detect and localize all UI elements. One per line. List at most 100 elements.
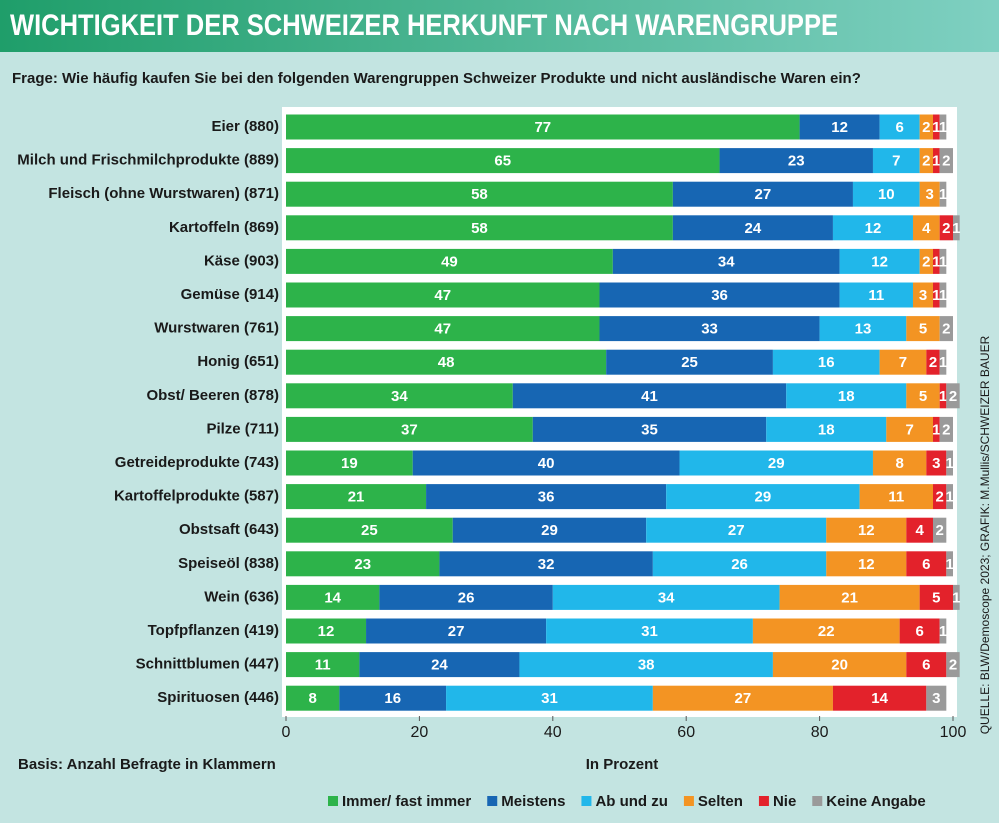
bar-segment [872, 148, 920, 174]
value-label: 5 [919, 388, 927, 405]
bar-segment [939, 215, 953, 241]
value-label: 13 [855, 321, 872, 338]
value-label: 47 [434, 321, 451, 338]
category-label: Getreideprodukte (743) [115, 454, 279, 471]
value-label: 10 [878, 186, 895, 203]
value-label: 12 [858, 556, 875, 573]
bar-segment [839, 248, 920, 274]
bar-segment [899, 618, 940, 644]
x-tick-label: 80 [811, 724, 829, 741]
bar-segment [519, 652, 773, 678]
bar-segment [953, 584, 960, 610]
bar-segment [612, 248, 840, 274]
legend-swatch [328, 796, 338, 806]
value-label: 27 [728, 522, 745, 539]
bar-segment [439, 551, 653, 577]
value-label: 26 [731, 556, 748, 573]
value-label: 34 [658, 589, 675, 606]
value-label: 27 [448, 623, 465, 640]
bar-segment [939, 316, 953, 342]
bar-segment [919, 114, 933, 140]
value-label: 3 [925, 186, 933, 203]
value-label: 16 [818, 354, 835, 371]
value-label: 2 [935, 522, 943, 539]
value-label: 25 [681, 354, 698, 371]
value-label: 31 [541, 690, 558, 707]
bar-segment [599, 316, 820, 342]
bar-segment [286, 114, 800, 140]
bar-segment [886, 416, 933, 442]
value-label: 2 [935, 489, 943, 506]
bar-segment [799, 114, 880, 140]
value-label: 12 [865, 220, 882, 237]
value-label: 2 [942, 321, 950, 338]
bar-segment [826, 551, 907, 577]
value-label: 77 [534, 119, 551, 136]
value-label: 6 [895, 119, 903, 136]
category-label: Eier (880) [211, 118, 279, 135]
legend-label: Immer/ fast immer [342, 793, 471, 810]
value-label: 1 [932, 253, 940, 270]
value-label: 65 [494, 153, 511, 170]
value-label: 36 [538, 489, 555, 506]
value-label: 1 [939, 186, 947, 203]
bar-segment [286, 484, 427, 510]
bar-segment [932, 148, 940, 174]
category-label: Käse (903) [204, 252, 279, 269]
bar-segment [832, 215, 913, 241]
bar-segment [946, 551, 953, 577]
bar-segment [719, 148, 873, 174]
value-label: 7 [899, 354, 907, 371]
value-label: 31 [641, 623, 658, 640]
bar-segment [932, 484, 947, 510]
value-label: 2 [942, 421, 950, 438]
bar-segment [946, 383, 960, 409]
value-label: 47 [434, 287, 451, 304]
bar-segment [652, 551, 827, 577]
bar-segment [286, 450, 413, 476]
value-label: 1 [939, 253, 947, 270]
bar-segment [512, 383, 787, 409]
category-label: Spirituosen (446) [157, 689, 279, 706]
bar-segment [286, 248, 613, 274]
bar-segment [786, 383, 907, 409]
bar-segment [939, 618, 947, 644]
legend-label: Ab und zu [595, 793, 667, 810]
value-label: 1 [939, 287, 947, 304]
value-label: 8 [309, 690, 317, 707]
bar-segment [286, 215, 673, 241]
bar-segment [939, 181, 947, 207]
bar-segment [652, 685, 833, 711]
bar-segment [772, 349, 880, 375]
bar-segment [286, 685, 340, 711]
value-label: 2 [922, 253, 930, 270]
category-label: Pilze (711) [206, 420, 279, 437]
value-label: 1 [932, 287, 940, 304]
value-label: 49 [441, 253, 458, 270]
bar-segment [286, 349, 607, 375]
bar-segment [286, 383, 513, 409]
value-label: 12 [858, 522, 875, 539]
bar-segment [932, 248, 940, 274]
bar-segment [879, 349, 927, 375]
bar-segment [939, 349, 947, 375]
bar-segment [552, 584, 780, 610]
value-label: 6 [915, 623, 923, 640]
value-label: 1 [939, 623, 947, 640]
bar-segment [932, 517, 947, 543]
bar-segment [946, 652, 960, 678]
category-label: Obst/ Beeren (878) [146, 387, 279, 404]
x-tick-label: 100 [940, 724, 967, 741]
bar-segment [379, 584, 553, 610]
bar-segment [832, 685, 927, 711]
value-label: 1 [932, 421, 940, 438]
bar-segment [939, 383, 947, 409]
bar-segment [446, 685, 653, 711]
bar-segment [679, 450, 873, 476]
bar-segment [339, 685, 447, 711]
value-label: 37 [401, 421, 418, 438]
legend-swatch [581, 796, 592, 806]
category-label: Kartoffelprodukte (587) [114, 488, 279, 505]
value-label: 24 [431, 657, 448, 674]
bar-segment [599, 282, 840, 308]
